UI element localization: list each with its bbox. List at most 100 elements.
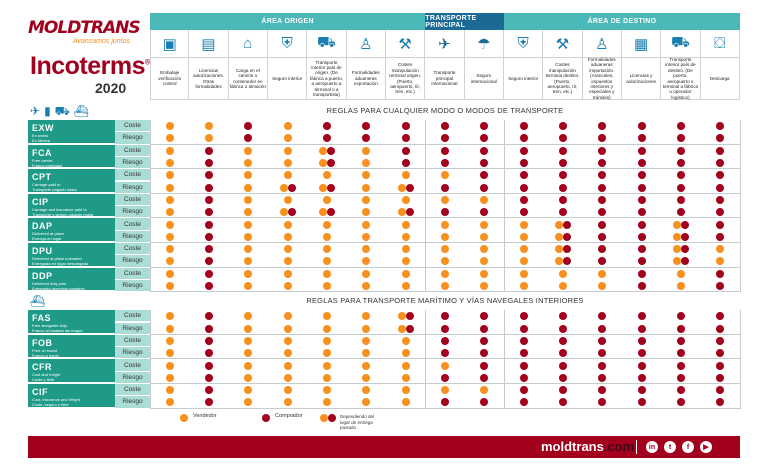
column-icon-cell: ⛨	[503, 30, 544, 58]
seller-dot	[401, 232, 410, 241]
buyer-dot	[327, 146, 336, 155]
buyer-dot	[716, 134, 725, 143]
seller-dot	[165, 122, 174, 131]
facebook-icon[interactable]: f	[682, 441, 694, 453]
buyer-dot	[716, 373, 725, 382]
term-english: Cost, insurance and freight	[32, 397, 80, 402]
seller-dot	[283, 373, 292, 382]
row-type-label: Coste	[115, 243, 150, 256]
seller-dot	[165, 361, 174, 370]
buyer-dot	[637, 324, 646, 333]
buyer-dot	[244, 122, 253, 131]
buyer-dot	[440, 159, 449, 168]
term-label: DPU Delivered at place unloaded Entregada …	[28, 243, 115, 268]
seller-dot	[283, 324, 292, 333]
table-row	[150, 255, 740, 267]
buyer-dot	[637, 122, 646, 131]
column-header: Licencias autorizaciones. Otras formalid…	[189, 58, 229, 100]
seller-dot	[558, 269, 567, 278]
seller-dot	[397, 312, 406, 321]
buyer-dot	[204, 336, 213, 345]
column-header: Costes manipulación terminal destino. (P…	[543, 58, 583, 100]
youtube-icon[interactable]: ▶	[700, 441, 712, 453]
forklift-icon: ⚒	[555, 35, 570, 53]
buyer-dot	[262, 414, 270, 422]
twitter-icon[interactable]: t	[664, 441, 676, 453]
linkedin-icon[interactable]: in	[646, 441, 658, 453]
seller-dot	[322, 245, 331, 254]
term-label: CIP Carriage and insurance paid to Transpo…	[28, 193, 115, 219]
buyer-dot	[362, 122, 371, 131]
table-row	[150, 182, 740, 194]
term-label: FCA Free carrier Franco porteador	[28, 144, 115, 170]
buyer-dot	[598, 146, 607, 155]
seller-dot	[165, 159, 174, 168]
buyer-dot	[637, 336, 646, 345]
buyer-dot	[519, 312, 528, 321]
buyer-dot	[637, 232, 646, 241]
seller-dot	[519, 282, 528, 291]
column-header: Formalidades aduaneras exportación	[346, 58, 386, 100]
row-type-label: Coste	[115, 144, 150, 157]
buyer-dot	[598, 398, 607, 407]
buyer-dot	[406, 183, 415, 192]
buyer-dot	[204, 312, 213, 321]
hand-truck-icon: ⛋	[714, 35, 726, 52]
buyer-dot	[563, 232, 572, 241]
seller-dot	[322, 171, 331, 180]
buyer-dot	[480, 171, 489, 180]
seller-dot	[165, 134, 174, 143]
seller-dot	[519, 257, 528, 266]
buyer-dot	[440, 398, 449, 407]
buyer-dot	[322, 134, 331, 143]
buyer-dot	[288, 208, 297, 217]
ship-icon: ⛴	[30, 294, 46, 309]
buyer-dot	[519, 386, 528, 395]
buyer-dot	[558, 195, 567, 204]
buyer-dot	[480, 398, 489, 407]
column-header: Carga en el camión o contenedor en fábri…	[228, 58, 268, 100]
buyer-dot	[480, 208, 489, 217]
buyer-dot	[440, 336, 449, 345]
column-icon-cell: ▣	[150, 30, 190, 58]
seller-dot	[362, 361, 371, 370]
seller-dot	[165, 245, 174, 254]
buyer-dot	[676, 195, 685, 204]
website-link[interactable]: moldtrans.com	[541, 439, 634, 454]
buyer-dot	[676, 361, 685, 370]
buyer-dot	[716, 386, 725, 395]
term-spanish: Transporte y seguro pagado hasta	[32, 211, 94, 217]
seller-dot	[165, 171, 174, 180]
seller-dot	[244, 146, 253, 155]
buyer-dot	[440, 208, 449, 217]
seller-dot	[165, 324, 174, 333]
buyer-dot	[204, 373, 213, 382]
buyer-dot	[440, 146, 449, 155]
seller-dot	[672, 232, 681, 241]
seller-dot	[598, 282, 607, 291]
seller-dot	[362, 349, 371, 358]
seller-dot	[362, 171, 371, 180]
buyer-dot	[598, 361, 607, 370]
seller-dot	[322, 361, 331, 370]
term-english: Free alongside ship	[32, 323, 67, 329]
buyer-dot	[480, 324, 489, 333]
buyer-dot	[716, 269, 725, 278]
buyer-dot	[681, 257, 690, 266]
seller-dot	[244, 159, 253, 168]
buyer-dot	[716, 282, 725, 291]
buyer-dot	[519, 146, 528, 155]
seller-dot	[244, 282, 253, 291]
seller-dot	[440, 220, 449, 229]
term-label: DDP Delivered duty paid Entregada derechos…	[28, 267, 115, 293]
buyer-dot	[558, 159, 567, 168]
row-divider	[150, 266, 740, 268]
buyer-dot	[716, 146, 725, 155]
seller-dot	[554, 220, 563, 229]
column-divider	[425, 310, 427, 409]
table-row	[150, 218, 740, 230]
seller-dot	[676, 269, 685, 278]
row-divider	[150, 383, 740, 384]
buyer-dot	[716, 324, 725, 333]
seller-dot	[362, 373, 371, 382]
